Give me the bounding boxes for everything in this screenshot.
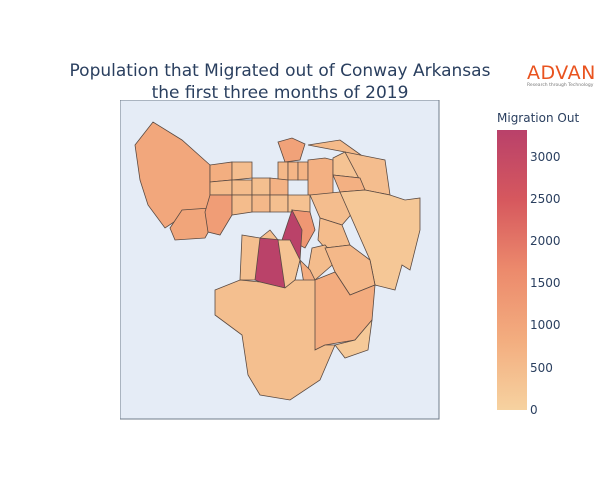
- title-line-1: Population that Migrated out of Conway A…: [69, 61, 491, 81]
- region-11[interactable]: [269, 177, 289, 196]
- colorbar-tick-label: 2000: [530, 234, 561, 248]
- colorbar-title: Migration Out: [497, 111, 580, 125]
- title-line-2: the first three months of 2019: [151, 83, 409, 103]
- region-12[interactable]: [307, 157, 334, 196]
- colorbar-tick-label: 1000: [530, 318, 561, 332]
- region-31[interactable]: [277, 239, 301, 289]
- region-19[interactable]: [251, 194, 271, 213]
- region-2[interactable]: [209, 161, 233, 183]
- region-5[interactable]: [277, 137, 306, 163]
- region-6[interactable]: [277, 161, 289, 181]
- colorbar-tick-label: 2500: [530, 192, 561, 206]
- region-7[interactable]: [287, 161, 299, 181]
- choropleth-map: [119, 99, 440, 420]
- logo-tagline: Research through Technology: [527, 83, 594, 88]
- region-9[interactable]: [231, 179, 253, 196]
- colorbar: [497, 130, 527, 410]
- colorbar-tick-label: 0: [530, 403, 538, 417]
- colorbar-tick-label: 500: [530, 361, 553, 375]
- colorbar-tick-label: 3000: [530, 150, 561, 164]
- chart-title: Population that Migrated out of Conway A…: [40, 60, 520, 104]
- region-4[interactable]: [209, 179, 233, 196]
- colorbar-tick-label: 1500: [530, 276, 561, 290]
- region-18[interactable]: [231, 194, 253, 216]
- region-32[interactable]: [334, 318, 373, 359]
- region-10[interactable]: [251, 177, 271, 196]
- regions-layer: [134, 121, 421, 401]
- advan-logo: ADVAN Research through Technology: [527, 63, 597, 89]
- region-21[interactable]: [287, 194, 311, 213]
- region-3[interactable]: [231, 161, 253, 181]
- logo-wordmark: ADVAN: [527, 62, 596, 84]
- region-8[interactable]: [297, 161, 309, 181]
- region-33[interactable]: [214, 279, 336, 401]
- map-area: [119, 99, 440, 424]
- region-20[interactable]: [269, 194, 289, 213]
